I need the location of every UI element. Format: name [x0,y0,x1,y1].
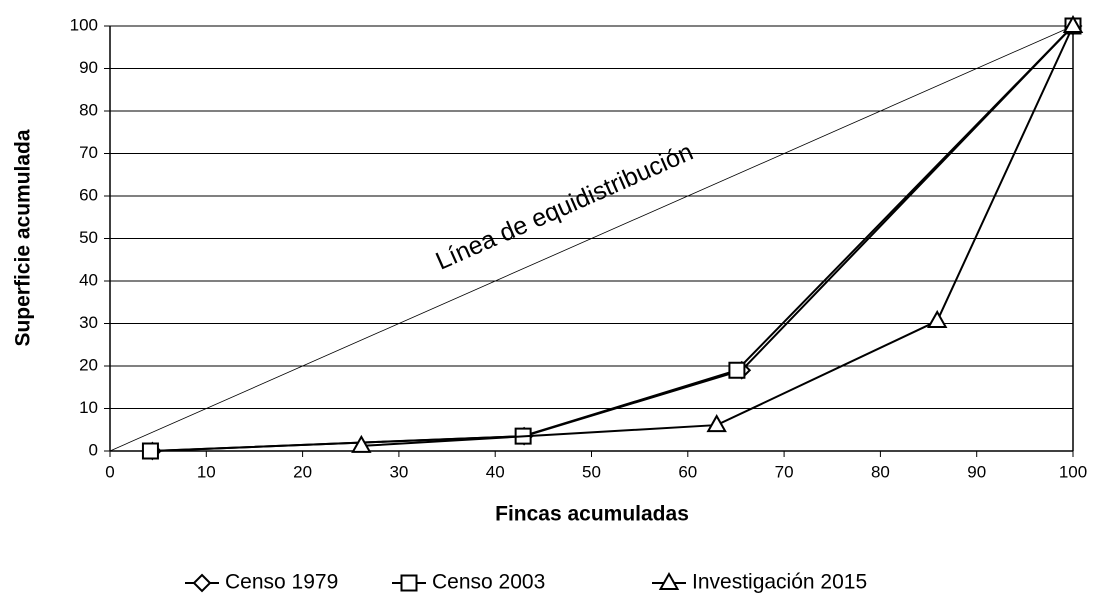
y-tick-label: 80 [79,100,98,119]
x-tick-label: 40 [486,462,505,481]
marker [728,361,746,379]
marker [658,571,680,590]
marker [351,434,372,453]
x-tick-label: 100 [1059,462,1087,481]
x-tick-label: 20 [293,462,312,481]
y-tick-label: 50 [79,228,98,247]
y-axis-title: Superficie acumulada [12,129,35,346]
y-tick-label: 70 [79,143,98,162]
marker [192,573,212,593]
x-tick-label: 10 [197,462,216,481]
y-tick-label: 20 [79,355,98,374]
series-line [150,25,1074,452]
marker [400,574,418,592]
x-tick-label: 80 [871,462,890,481]
x-tick-label: 30 [389,462,408,481]
x-tick-label: 60 [678,462,697,481]
x-axis-title: Fincas acumuladas [495,503,689,526]
marker [927,309,948,328]
y-tick-label: 100 [70,15,98,34]
y-tick-label: 40 [79,270,98,289]
marker [1062,14,1084,33]
y-tick-label: 90 [79,58,98,77]
legend-label: Censo 1979 [225,571,338,594]
y-tick-label: 0 [89,440,98,459]
y-tick-label: 10 [79,398,98,417]
annotation: Línea de equidistribución [432,138,698,276]
marker [706,414,727,433]
x-tick-label: 50 [582,462,601,481]
x-tick-label: 90 [967,462,986,481]
series-line [361,25,1074,447]
legend-label: Investigación 2015 [692,571,867,594]
legend-label: Censo 2003 [432,571,545,594]
y-tick-label: 60 [79,185,98,204]
reference-line [109,25,1074,452]
marker [141,442,159,460]
y-tick-label: 30 [79,313,98,332]
x-tick-label: 0 [105,462,114,481]
x-tick-label: 70 [775,462,794,481]
